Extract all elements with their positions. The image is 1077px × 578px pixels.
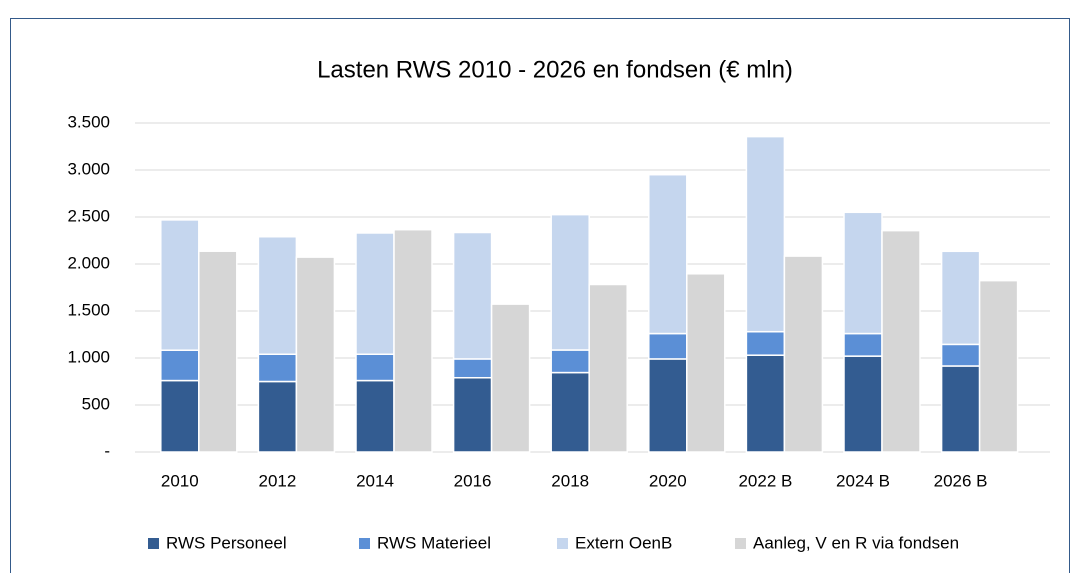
bar	[295, 256, 336, 453]
legend-swatch	[359, 538, 370, 549]
y-tick-label: 2.500	[67, 206, 110, 225]
bar	[648, 332, 688, 360]
legend-label: Extern OenB	[575, 533, 672, 552]
legend-label: RWS Personeel	[166, 533, 287, 552]
x-tick-label: 2012	[258, 471, 296, 490]
bar	[393, 228, 433, 453]
y-tick-label: 3.000	[67, 159, 110, 178]
bar	[257, 235, 298, 355]
bar	[843, 355, 883, 453]
bar	[940, 250, 981, 346]
bar	[550, 349, 590, 374]
y-tick-label: 1.000	[67, 347, 110, 366]
x-tick-label: 2010	[161, 471, 199, 490]
x-tick-label: 2018	[551, 471, 589, 490]
chart-title: Lasten RWS 2010 - 2026 en fondsen (€ mln…	[317, 56, 793, 83]
bar	[355, 232, 395, 355]
bar	[355, 353, 395, 382]
bar	[550, 371, 590, 453]
bar	[843, 332, 883, 357]
bar	[783, 255, 824, 453]
x-tick-label: 2016	[454, 471, 492, 490]
bar	[745, 135, 786, 333]
bar	[257, 353, 298, 383]
y-tick-label: 1.500	[67, 300, 110, 319]
y-tick-label: 2.000	[67, 253, 110, 272]
bar	[745, 330, 786, 356]
bar	[452, 358, 493, 379]
y-tick-label: 3.500	[67, 112, 110, 131]
bar	[452, 376, 493, 453]
bar	[745, 354, 786, 453]
bar	[550, 213, 590, 351]
x-tick-label: 2014	[356, 471, 394, 490]
bar	[940, 343, 981, 367]
bar	[452, 231, 493, 360]
bar	[648, 173, 688, 335]
legend-label: RWS Materieel	[377, 533, 491, 552]
x-tick-label: 2022 B	[738, 471, 792, 490]
bar	[198, 250, 238, 453]
bar	[588, 283, 628, 453]
bar	[160, 349, 200, 382]
bar	[160, 219, 200, 351]
bar	[881, 229, 921, 453]
bar	[257, 380, 298, 453]
bar	[843, 211, 883, 335]
bar	[940, 365, 981, 453]
x-tick-label: 2024 B	[836, 471, 890, 490]
bar	[978, 279, 1019, 453]
legend-swatch	[557, 538, 568, 549]
bar	[160, 379, 200, 453]
x-tick-label: 2020	[649, 471, 687, 490]
legend-label: Aanleg, V en R via fondsen	[753, 533, 959, 552]
legend-swatch	[735, 538, 746, 549]
bar	[648, 358, 688, 453]
x-tick-label: 2026 B	[934, 471, 988, 490]
legend-swatch	[148, 538, 159, 549]
bar	[355, 379, 395, 453]
y-tick-label: -	[104, 441, 110, 460]
y-tick-label: 500	[82, 394, 110, 413]
bar	[686, 273, 726, 453]
bar	[490, 303, 531, 453]
